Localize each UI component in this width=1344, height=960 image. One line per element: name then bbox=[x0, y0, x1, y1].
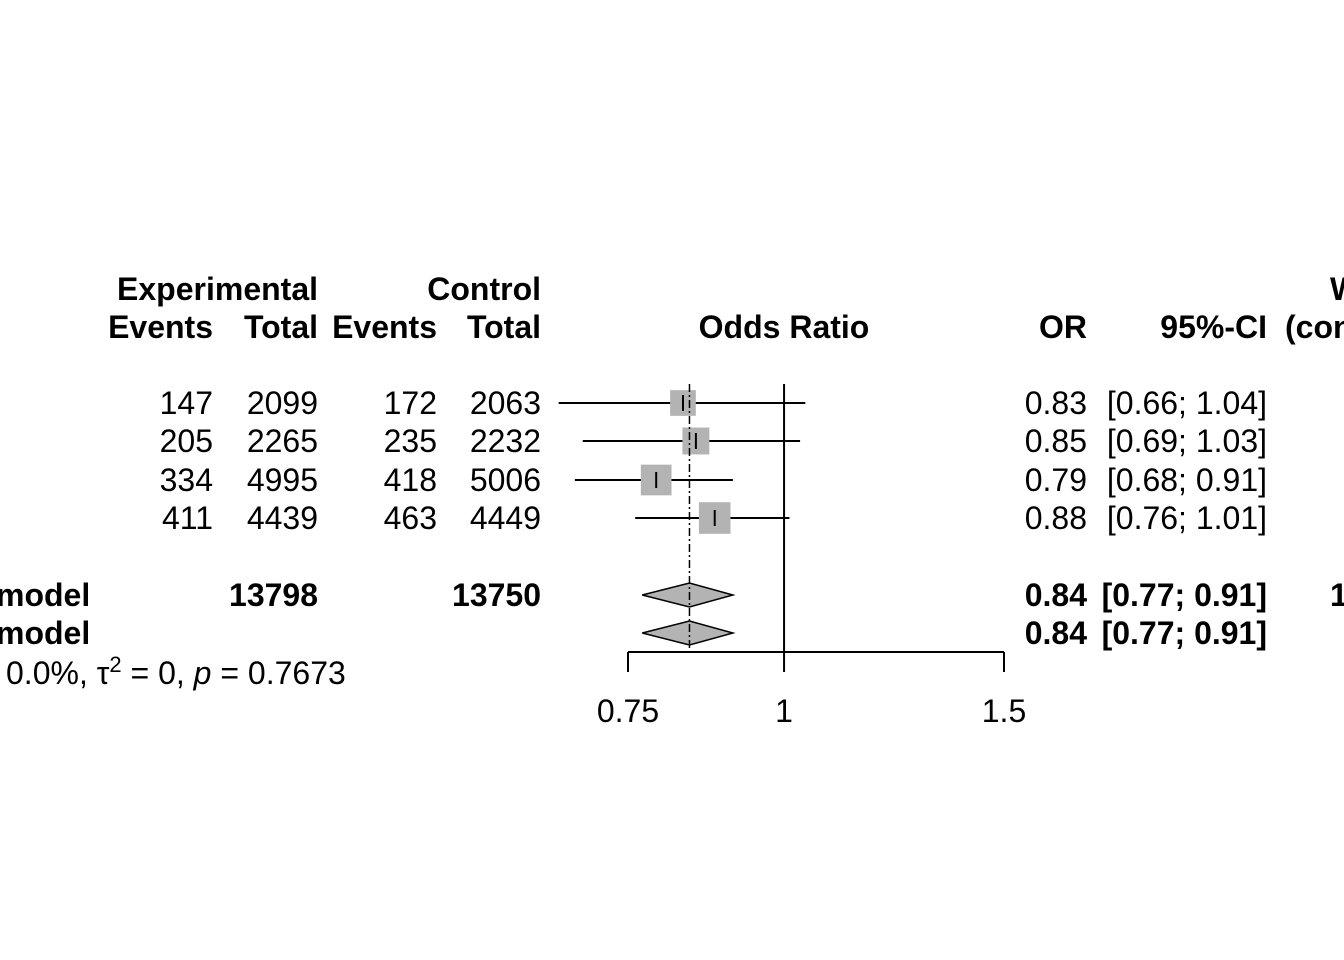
study-ctrl-events: 463 bbox=[384, 500, 437, 536]
header-weight: W bbox=[1330, 271, 1344, 307]
study-exp-total: 2265 bbox=[247, 423, 318, 459]
header-exp-total: Total bbox=[244, 309, 318, 345]
study-ctrl-total: 5006 bbox=[470, 462, 541, 498]
study-or: 0.79 bbox=[1025, 462, 1087, 498]
study-ctrl-total: 2063 bbox=[470, 385, 541, 421]
header-weight-sub: (con bbox=[1285, 309, 1344, 345]
study-ci: [0.66; 1.04] bbox=[1107, 385, 1267, 421]
study-exp-total: 4439 bbox=[247, 500, 318, 536]
summary-ctrl-total: 13750 bbox=[452, 577, 541, 613]
summary-or: 0.84 bbox=[1025, 615, 1087, 651]
header-control: Control bbox=[427, 271, 541, 307]
summary-diamond bbox=[642, 582, 736, 608]
summary-diamond bbox=[642, 620, 736, 646]
summary-exp-total: 13798 bbox=[229, 577, 318, 613]
study-exp-total: 4995 bbox=[247, 462, 318, 498]
header-ci: 95%-CI bbox=[1160, 309, 1267, 345]
study-ctrl-events: 235 bbox=[384, 423, 437, 459]
header-or: OR bbox=[1039, 309, 1087, 345]
x-axis-tick-label: 0.75 bbox=[597, 693, 659, 729]
header-ctrl-total: Total bbox=[467, 309, 541, 345]
study-exp-events: 147 bbox=[160, 385, 213, 421]
study-exp-events: 205 bbox=[160, 423, 213, 459]
study-or: 0.85 bbox=[1025, 423, 1087, 459]
summary-or: 0.84 bbox=[1025, 577, 1087, 613]
study-exp-events: 334 bbox=[160, 462, 213, 498]
study-exp-events: 411 bbox=[162, 500, 213, 536]
x-axis-tick-label: 1.5 bbox=[982, 693, 1026, 729]
study-exp-total: 2099 bbox=[247, 385, 318, 421]
summary-ci: [0.77; 0.91] bbox=[1102, 577, 1267, 613]
summary-label: model bbox=[0, 615, 90, 651]
summary-label: model bbox=[0, 577, 90, 613]
header-odds-ratio: Odds Ratio bbox=[699, 309, 870, 345]
heterogeneity-text: 0.0%, τ2 = 0, p = 0.7673 bbox=[6, 652, 346, 691]
study-or: 0.88 bbox=[1025, 500, 1087, 536]
study-ctrl-events: 172 bbox=[384, 385, 437, 421]
header-exp-events: Events bbox=[108, 309, 213, 345]
study-rows: 147 2099 172 2063 0.83 [0.66; 1.04] 205 2265 235… bbox=[0, 385, 1344, 651]
study-ci: [0.69; 1.03] bbox=[1107, 423, 1267, 459]
summary-weight: 1 bbox=[1330, 577, 1344, 613]
study-ci: [0.76; 1.01] bbox=[1107, 500, 1267, 536]
plot-marks bbox=[558, 384, 806, 652]
study-ci: [0.68; 0.91] bbox=[1107, 462, 1267, 498]
x-axis: 0.75 1 1.5 bbox=[597, 651, 1026, 729]
summary-ci: [0.77; 0.91] bbox=[1102, 615, 1267, 651]
study-ctrl-total: 2232 bbox=[470, 423, 541, 459]
study-or: 0.83 bbox=[1025, 385, 1087, 421]
header-ctrl-events: Events bbox=[332, 309, 437, 345]
header-experimental: Experimental bbox=[117, 271, 318, 307]
x-axis-tick-label: 1 bbox=[775, 693, 793, 729]
study-ctrl-events: 418 bbox=[384, 462, 437, 498]
study-ctrl-total: 4449 bbox=[470, 500, 541, 536]
